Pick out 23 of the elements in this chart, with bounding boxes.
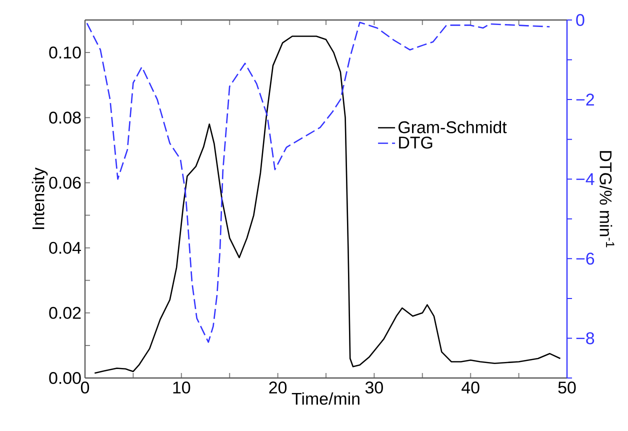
- y-axis-title: Intensity: [32, 167, 48, 229]
- legend-label: Gram-Schmidt: [398, 120, 507, 134]
- y2-tick-label: −6: [576, 252, 594, 265]
- y-tick-label: 0.00: [49, 372, 81, 384]
- y-tick-label: 0.10: [49, 46, 81, 59]
- x-tick-label: 40: [462, 382, 480, 394]
- y2-tick-label: −8: [576, 332, 594, 344]
- y-tick-label: 0.08: [49, 112, 81, 124]
- legend-label: DTG: [399, 136, 432, 149]
- y2-tick-label: −4: [576, 173, 594, 185]
- x-tick-label: 10: [173, 382, 190, 394]
- y-tick-label: 0.02: [49, 306, 81, 319]
- y2-tick-label: −2: [576, 94, 594, 106]
- y-tick-label: 0.06: [49, 176, 81, 189]
- line-series: [86, 22, 550, 343]
- x-tick-label: 30: [365, 382, 383, 394]
- y2-tick-label: 0: [576, 14, 584, 26]
- x-axis-title: Time/min: [292, 392, 360, 405]
- y-tick-label: 0.04: [49, 242, 81, 254]
- x-tick-label: 20: [269, 382, 287, 394]
- x-tick-label: 50: [558, 382, 576, 394]
- x-tick-label: 0: [80, 382, 90, 394]
- y2-axis-title: DTG/% min$^{-1}$: [600, 151, 614, 248]
